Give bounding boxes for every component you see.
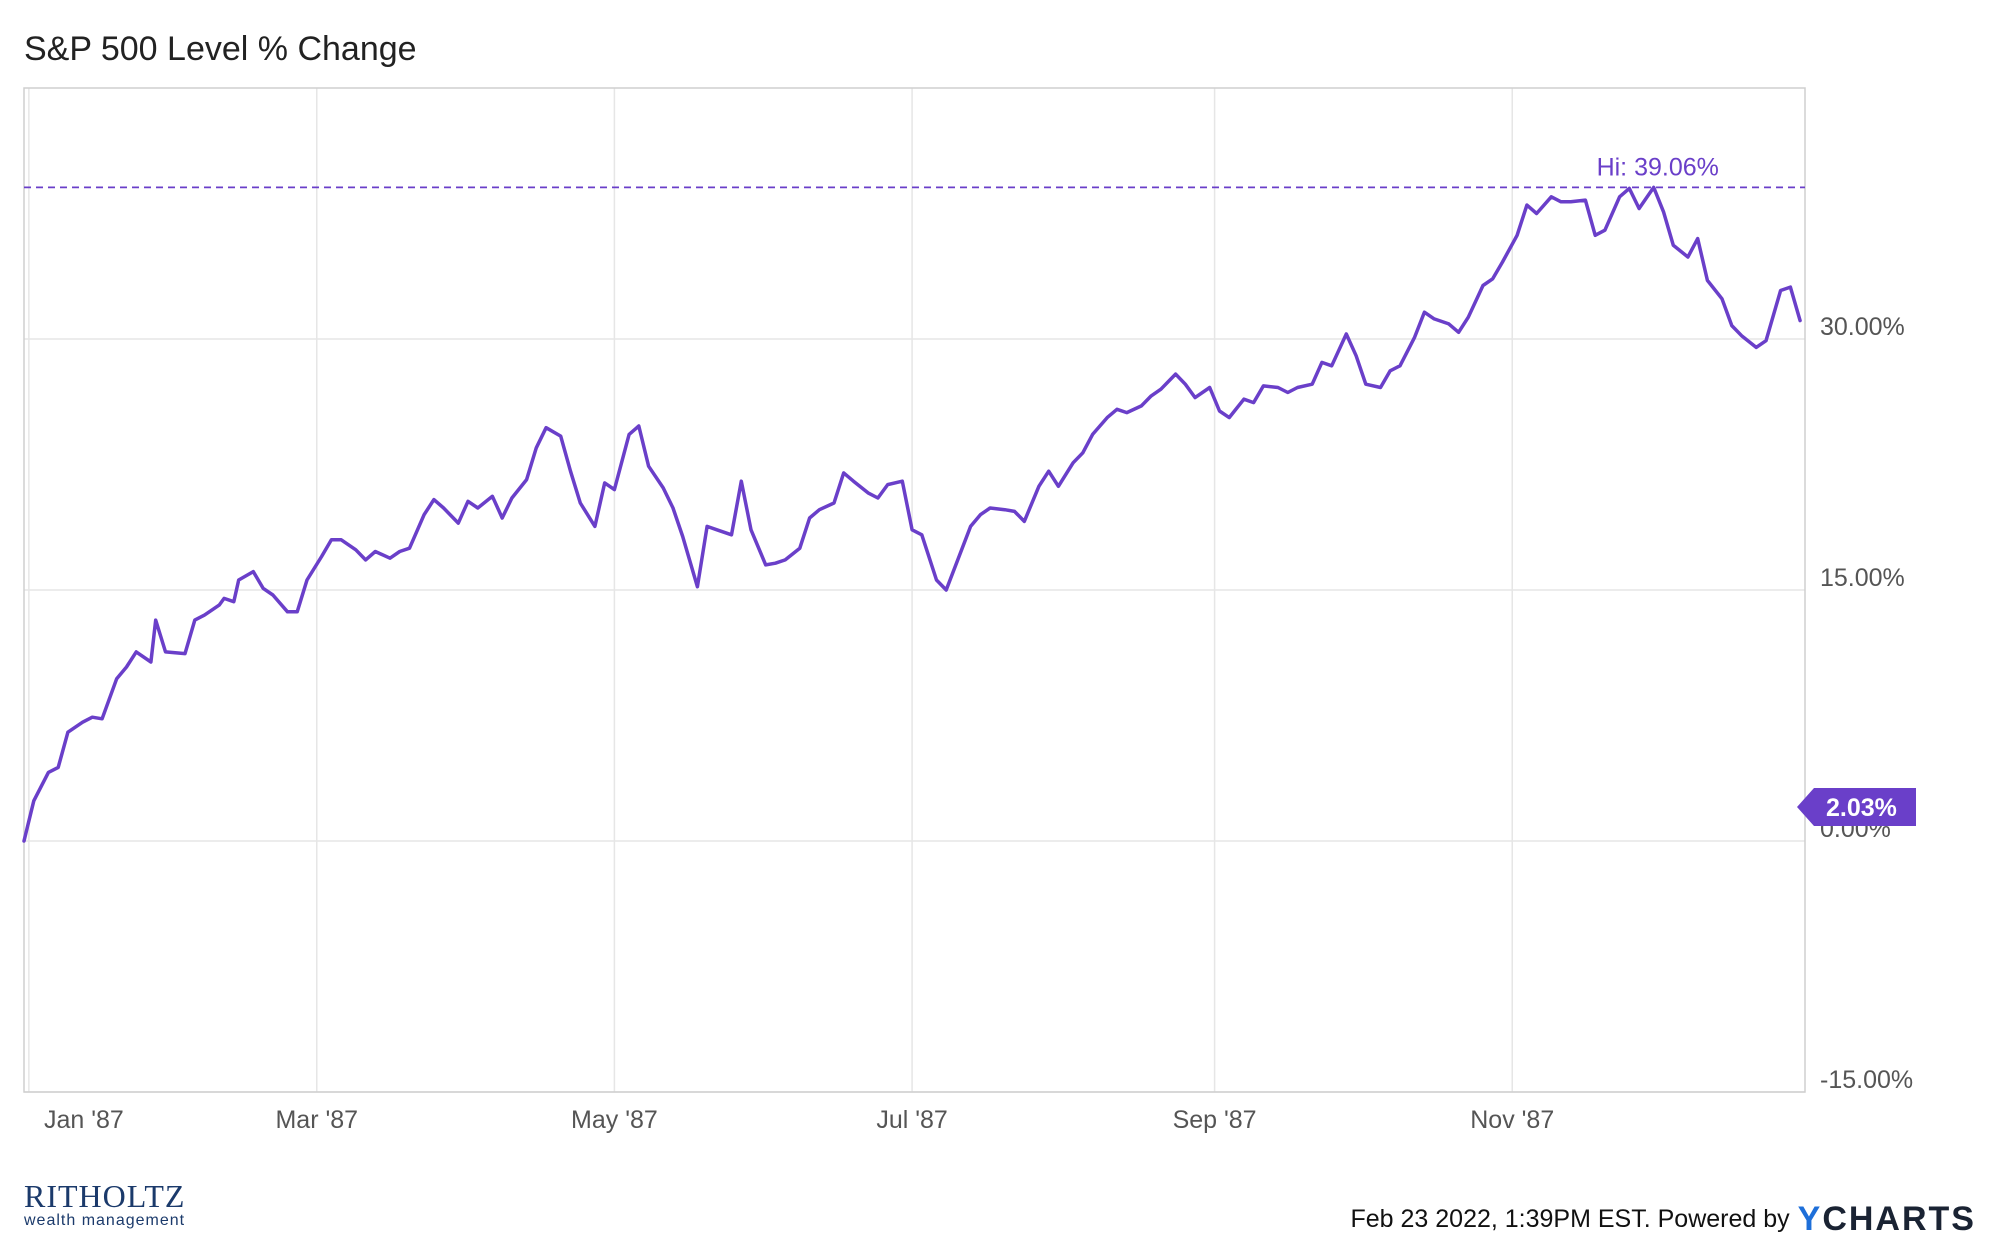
ritholtz-logo: RITHOLTZ wealth management [24,1180,185,1230]
footer-timestamp: Feb 23 2022, 1:39PM EST. Powered by [1350,1205,1790,1233]
x-tick-label: Mar '87 [275,1106,358,1134]
logo-name: RITHOLTZ [24,1178,186,1214]
logo-subtitle: wealth management [24,1212,186,1229]
ycharts-logo-rest: CHARTS [1822,1200,1976,1238]
gridlines [24,88,1805,1093]
footer: Feb 23 2022, 1:39PM EST. Powered by YCHA… [1350,1200,1976,1239]
chart-title: S&P 500 Level % Change [24,30,417,68]
last-value-label: 2.03% [1826,794,1897,822]
y-axis: 30.00%15.00%0.00%-15.00% [1820,313,1913,1094]
y-tick-label: 15.00% [1820,564,1905,592]
x-tick-label: Nov '87 [1470,1106,1554,1134]
ycharts-logo: YCHARTS [1798,1200,1976,1239]
y-tick-label: -15.00% [1820,1066,1913,1094]
series-layer [22,185,1802,843]
series-line [22,185,1802,843]
x-tick-label: Jan '87 [44,1106,124,1134]
last-value-badge: 2.03% [1797,788,1916,827]
x-tick-label: May '87 [571,1106,658,1134]
last-value-badge-shape [1797,788,1916,827]
y-tick-label: 30.00% [1820,313,1905,341]
ycharts-logo-y: Y [1797,1200,1823,1238]
plot-frame [23,87,1806,1093]
x-tick-label: Jul '87 [876,1106,947,1134]
x-axis: Jan '87 Mar '87 May '87 Jul '87 Sep '87 Nov '… [44,1106,1554,1134]
hi-annotation-label: Hi: 39.06% [1597,153,1719,181]
x-tick-label: Sep '87 [1173,1106,1257,1134]
